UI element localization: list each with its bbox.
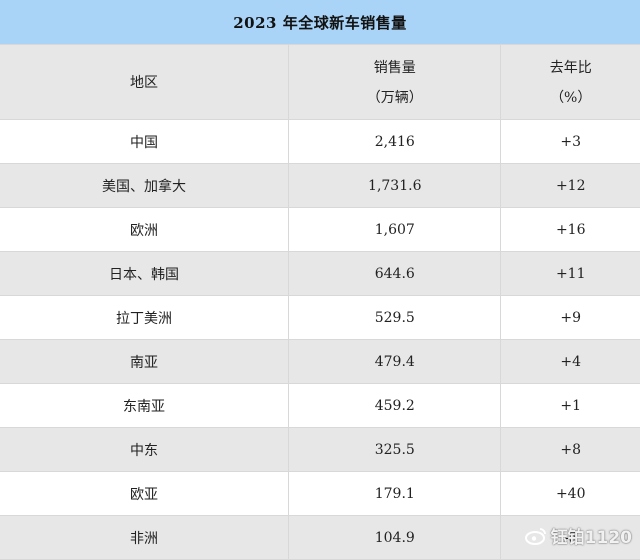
cell-sales: 179.1 [289,472,502,515]
table-header: 地区 销售量 （万辆） 去年比 （%） [0,45,640,120]
table-row: 日本、韩国 644.6 +11 [0,252,640,296]
cell-sales: 2,416 [289,120,502,163]
cell-sales: 1,731.6 [289,164,502,207]
cell-yoy: +16 [555,221,586,238]
header-sales-label: 销售量 [373,60,416,76]
weibo-icon [524,527,547,545]
cell-yoy: +9 [560,309,582,326]
table-title: 2023 年全球新车销售量 [0,0,640,45]
cell-sales: 104.9 [289,516,502,559]
cell-sales: 644.6 [289,252,502,295]
cell-yoy: +40 [555,485,586,502]
table-row: 拉丁美洲 529.5 +9 [0,296,640,340]
table-row: 中东 325.5 +8 [0,428,640,472]
header-sales: 销售量 （万辆） [289,45,502,119]
watermark: 钰铂1120 [524,523,632,548]
cell-sales: 479.4 [289,340,502,383]
table-row: 中国 2,416 +3 [0,120,640,164]
cell-region: 欧洲 [0,208,290,251]
cell-yoy: -5 [563,529,578,546]
table-row: 南亚 479.4 +4 [0,340,640,384]
cell-yoy: +4 [560,353,582,370]
cell-yoy: +11 [555,265,586,282]
cell-sales: 529.5 [289,296,502,339]
table-row: 美国、加拿大 1,731.6 +12 [0,164,640,208]
cell-yoy: +8 [560,441,582,458]
table-row: 欧洲 1,607 +16 [0,208,640,252]
cell-region: 中东 [0,428,290,471]
cell-sales: 325.5 [289,428,502,471]
cell-sales: 459.2 [289,384,502,427]
cell-sales: 1,607 [289,208,502,251]
watermark-text: 钰铂1120 [550,528,632,548]
cell-region: 非洲 [0,516,290,559]
cell-yoy: +3 [560,133,582,150]
cell-region: 美国、加拿大 [0,164,290,207]
header-yoy-unit: （%） [550,90,592,106]
cell-region: 南亚 [0,340,290,383]
cell-region: 日本、韩国 [0,252,290,295]
cell-region: 东南亚 [0,384,290,427]
header-yoy: 去年比 （%） [501,45,640,119]
table-row: 东南亚 459.2 +1 [0,384,640,428]
header-yoy-label: 去年比 [549,60,592,76]
cell-yoy: +12 [555,177,586,194]
cell-region: 欧亚 [0,472,290,515]
table-row: 欧亚 179.1 +40 [0,472,640,516]
cell-yoy: +1 [560,397,582,414]
cell-region: 拉丁美洲 [0,296,290,339]
header-region: 地区 [0,45,290,119]
header-sales-unit: （万辆） [366,90,423,106]
cell-region: 中国 [0,120,290,163]
